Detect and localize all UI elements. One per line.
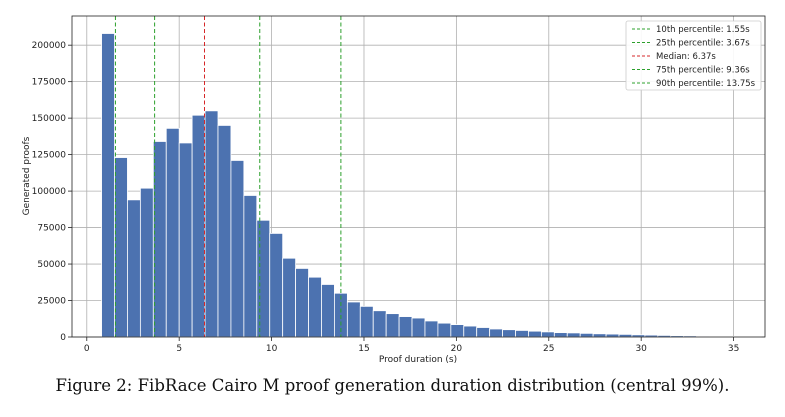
histogram-bar <box>243 195 258 338</box>
y-tick-label: 0 <box>60 333 66 343</box>
histogram-bar <box>528 330 542 338</box>
histogram-bar <box>230 160 245 338</box>
x-tick-label: 5 <box>176 344 182 354</box>
legend-box <box>625 20 762 91</box>
histogram-bar <box>515 330 529 338</box>
histogram-bar <box>308 276 322 338</box>
histogram-bar <box>178 142 193 338</box>
histogram-bar <box>437 322 452 338</box>
histogram-bar <box>489 328 503 338</box>
legend-entry-label: 10th percentile: 1.55s <box>656 25 750 35</box>
histogram-bar <box>359 305 374 338</box>
y-axis-ticks: 0 25000 50000 75000 100000 125000 150000 175000… <box>32 41 72 343</box>
histogram-bar <box>114 157 128 338</box>
histogram-bar <box>424 320 439 338</box>
histogram-bar <box>502 329 516 338</box>
x-tick-label: 15 <box>358 344 369 354</box>
x-tick-label: 0 <box>84 344 90 354</box>
y-tick-label: 125000 <box>32 151 67 161</box>
histogram-bar <box>217 125 232 338</box>
histogram-bar <box>553 332 568 338</box>
legend-entry-label: Median: 6.37s <box>656 52 716 62</box>
y-tick-label: 100000 <box>32 187 67 197</box>
legend: 10th percentile: 1.55s 25th percentile: 3… <box>625 20 762 91</box>
histogram-bar <box>398 316 413 338</box>
histogram-bar <box>269 233 284 338</box>
x-axis-label: Proof duration (s) <box>379 355 457 365</box>
histogram-bar <box>605 333 620 338</box>
histogram-bar <box>385 313 400 338</box>
histogram-bar <box>101 33 115 338</box>
histogram-bar <box>321 284 335 338</box>
histogram-bar <box>139 187 154 338</box>
legend-entry-label: 75th percentile: 9.36s <box>656 66 750 76</box>
y-tick-label: 150000 <box>32 114 67 124</box>
legend-entry-label: 90th percentile: 13.75s <box>656 79 756 89</box>
histogram-bar <box>450 324 465 338</box>
histogram-bar <box>592 333 607 338</box>
histogram-bar <box>295 268 309 338</box>
y-tick-label: 25000 <box>37 297 66 307</box>
histogram-bar <box>463 325 478 338</box>
histogram-bar <box>346 301 361 338</box>
histogram-bar <box>282 257 297 338</box>
percentile-lines <box>114 16 342 337</box>
histogram-bar <box>165 127 180 338</box>
histogram-bar <box>256 219 271 338</box>
y-tick-label: 200000 <box>32 41 67 51</box>
y-tick-label: 175000 <box>32 78 67 88</box>
plot-frame <box>71 15 766 338</box>
histogram-bar <box>579 332 594 338</box>
y-tick-label: 50000 <box>37 260 66 270</box>
histogram-bar <box>411 317 426 338</box>
histogram-bar <box>476 327 491 338</box>
histogram-bar <box>372 310 387 338</box>
histogram-bar <box>204 110 219 338</box>
figure-caption: Figure 2: FibRace Cairo M proof generati… <box>55 376 730 395</box>
histogram-bar <box>191 114 206 338</box>
x-tick-label: 25 <box>543 344 554 354</box>
legend-entry-label: 25th percentile: 3.67s <box>656 39 750 49</box>
x-tick-label: 30 <box>635 344 647 354</box>
histogram-bar <box>540 331 555 338</box>
y-tick-label: 75000 <box>37 224 66 234</box>
x-tick-label: 10 <box>266 344 278 354</box>
histogram-bar <box>566 332 581 338</box>
y-axis-label: Generated proofs <box>22 136 32 215</box>
x-tick-label: 35 <box>728 344 739 354</box>
histogram-bar <box>127 199 141 338</box>
x-tick-label: 20 <box>451 344 463 354</box>
x-axis-ticks: 0 5 10 15 20 25 30 35 <box>84 337 739 354</box>
histogram-bar <box>152 141 167 338</box>
